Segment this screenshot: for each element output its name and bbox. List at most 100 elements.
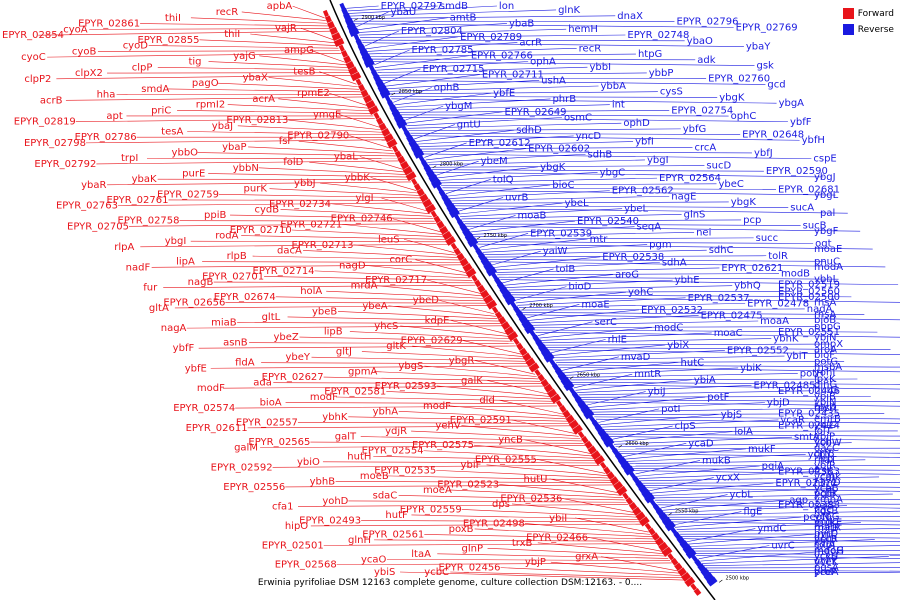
forward-gene-block [522, 352, 532, 362]
reverse-swatch [842, 24, 854, 35]
reverse-gene-block [480, 257, 490, 267]
forward-gene-label: ybgI [165, 236, 187, 247]
forward-gene-label: EPYR_02565 [248, 437, 310, 448]
forward-gene-label: EPYR_02575 [412, 440, 474, 451]
reverse-gene-block [387, 100, 395, 108]
forward-connector [448, 489, 624, 498]
reverse-gene-label: aroA [814, 345, 837, 356]
reverse-connector [700, 550, 830, 562]
reverse-connector [369, 53, 636, 57]
reverse-connector [356, 17, 448, 31]
forward-connector [461, 425, 579, 437]
reverse-gene-label: pal [820, 208, 835, 219]
reverse-connector [497, 273, 779, 276]
reverse-gene-block [505, 295, 516, 306]
reverse-gene-block [679, 540, 689, 550]
forward-gene-label: pagO [192, 78, 219, 89]
forward-gene-label: ydjR [385, 426, 407, 437]
reverse-gene-block [403, 130, 412, 138]
reverse-gene-block [532, 334, 540, 343]
reverse-connector [631, 468, 900, 471]
forward-connector [227, 104, 371, 112]
reverse-connector [389, 96, 718, 98]
forward-connector [309, 49, 346, 63]
reverse-gene-label: ybgF [814, 226, 839, 237]
reverse-connector [647, 477, 714, 492]
forward-connector [474, 360, 536, 375]
reverse-connector [471, 226, 635, 235]
reverse-connector [443, 189, 836, 196]
reverse-connector [624, 448, 746, 460]
reverse-connector [510, 294, 852, 298]
reverse-gene-block [540, 348, 551, 358]
reverse-connector [353, 23, 734, 28]
forward-gene-label: EPYR_02501 [262, 540, 324, 551]
reverse-connector [348, 5, 497, 14]
reverse-gene-label: ybgL [814, 190, 839, 201]
legend-reverse: Reverse [842, 24, 894, 35]
reverse-connector [427, 153, 586, 163]
reverse-gene-label: uvrC [771, 540, 794, 551]
forward-connector [403, 238, 455, 253]
forward-gene-label: bioA [260, 398, 282, 409]
reverse-connector [689, 539, 875, 547]
forward-gene-label: ybaK [132, 174, 157, 185]
forward-gene-label: hutU [524, 474, 548, 485]
forward-connector [280, 209, 432, 217]
forward-gene-block [436, 220, 445, 230]
reverse-gene-label: smdB [440, 1, 468, 12]
forward-gene-label: ybfE [185, 363, 207, 374]
forward-connector [258, 167, 407, 175]
reverse-connector [460, 208, 623, 217]
forward-gene-block [373, 112, 380, 120]
forward-gene-label: trxB [512, 538, 533, 549]
forward-gene-block [459, 257, 469, 267]
forward-connector [474, 528, 652, 537]
forward-connector [411, 514, 640, 520]
reverse-gene-label: moaE [581, 299, 609, 310]
forward-gene-block [400, 160, 410, 170]
reverse-connector [347, 5, 438, 12]
forward-connector [259, 55, 347, 66]
forward-connector [163, 284, 476, 288]
forward-gene-label: ybiS [374, 567, 395, 578]
reverse-gene-block [549, 358, 556, 367]
reverse-connector [608, 436, 900, 441]
forward-gene-label: EPYR_02854 [2, 30, 64, 41]
forward-gene-block [512, 337, 520, 346]
reverse-gene-label: ogt [815, 238, 831, 249]
legend-forward: Forward [842, 8, 894, 19]
reverse-gene-label: ycbY [808, 449, 833, 460]
reverse-connector [373, 49, 410, 66]
forward-connector [386, 391, 553, 400]
reverse-connector [453, 205, 789, 208]
forward-gene-block [383, 133, 394, 143]
forward-gene-block [674, 562, 683, 572]
forward-gene-label: EPYR_02629 [401, 335, 463, 346]
map-caption: Erwinia pyrifoliae DSM 12163 complete ge… [257, 578, 643, 588]
forward-connector [241, 235, 447, 240]
reverse-gene-label: seqA [637, 222, 662, 233]
reverse-gene-label: lolA [734, 427, 753, 438]
forward-gene-label: yajG [233, 51, 256, 62]
forward-gene-label: sdaC [373, 490, 398, 501]
forward-gene-label: EPYR_02721 [280, 219, 342, 230]
forward-gene-block [378, 122, 387, 131]
forward-gene-block [568, 419, 579, 430]
forward-connector [359, 156, 404, 170]
forward-gene-label: acrA [252, 94, 275, 105]
forward-gene-label: EPYR_02813 [226, 115, 288, 126]
reverse-gene-block [462, 228, 472, 238]
reverse-connector [351, 15, 616, 19]
reverse-gene-block [348, 27, 360, 37]
forward-connector [186, 325, 503, 329]
reverse-connector [705, 567, 900, 569]
forward-gene-block [391, 145, 399, 153]
forward-gene-label: poxB [449, 524, 474, 535]
reverse-connector [606, 433, 900, 437]
reverse-connector [698, 545, 770, 560]
reverse-gene-label: EPYR_02532 [641, 305, 703, 316]
reverse-connector [663, 505, 847, 513]
reverse-gene-label: pepN [803, 512, 829, 523]
reverse-gene-label: cysS [660, 87, 683, 98]
